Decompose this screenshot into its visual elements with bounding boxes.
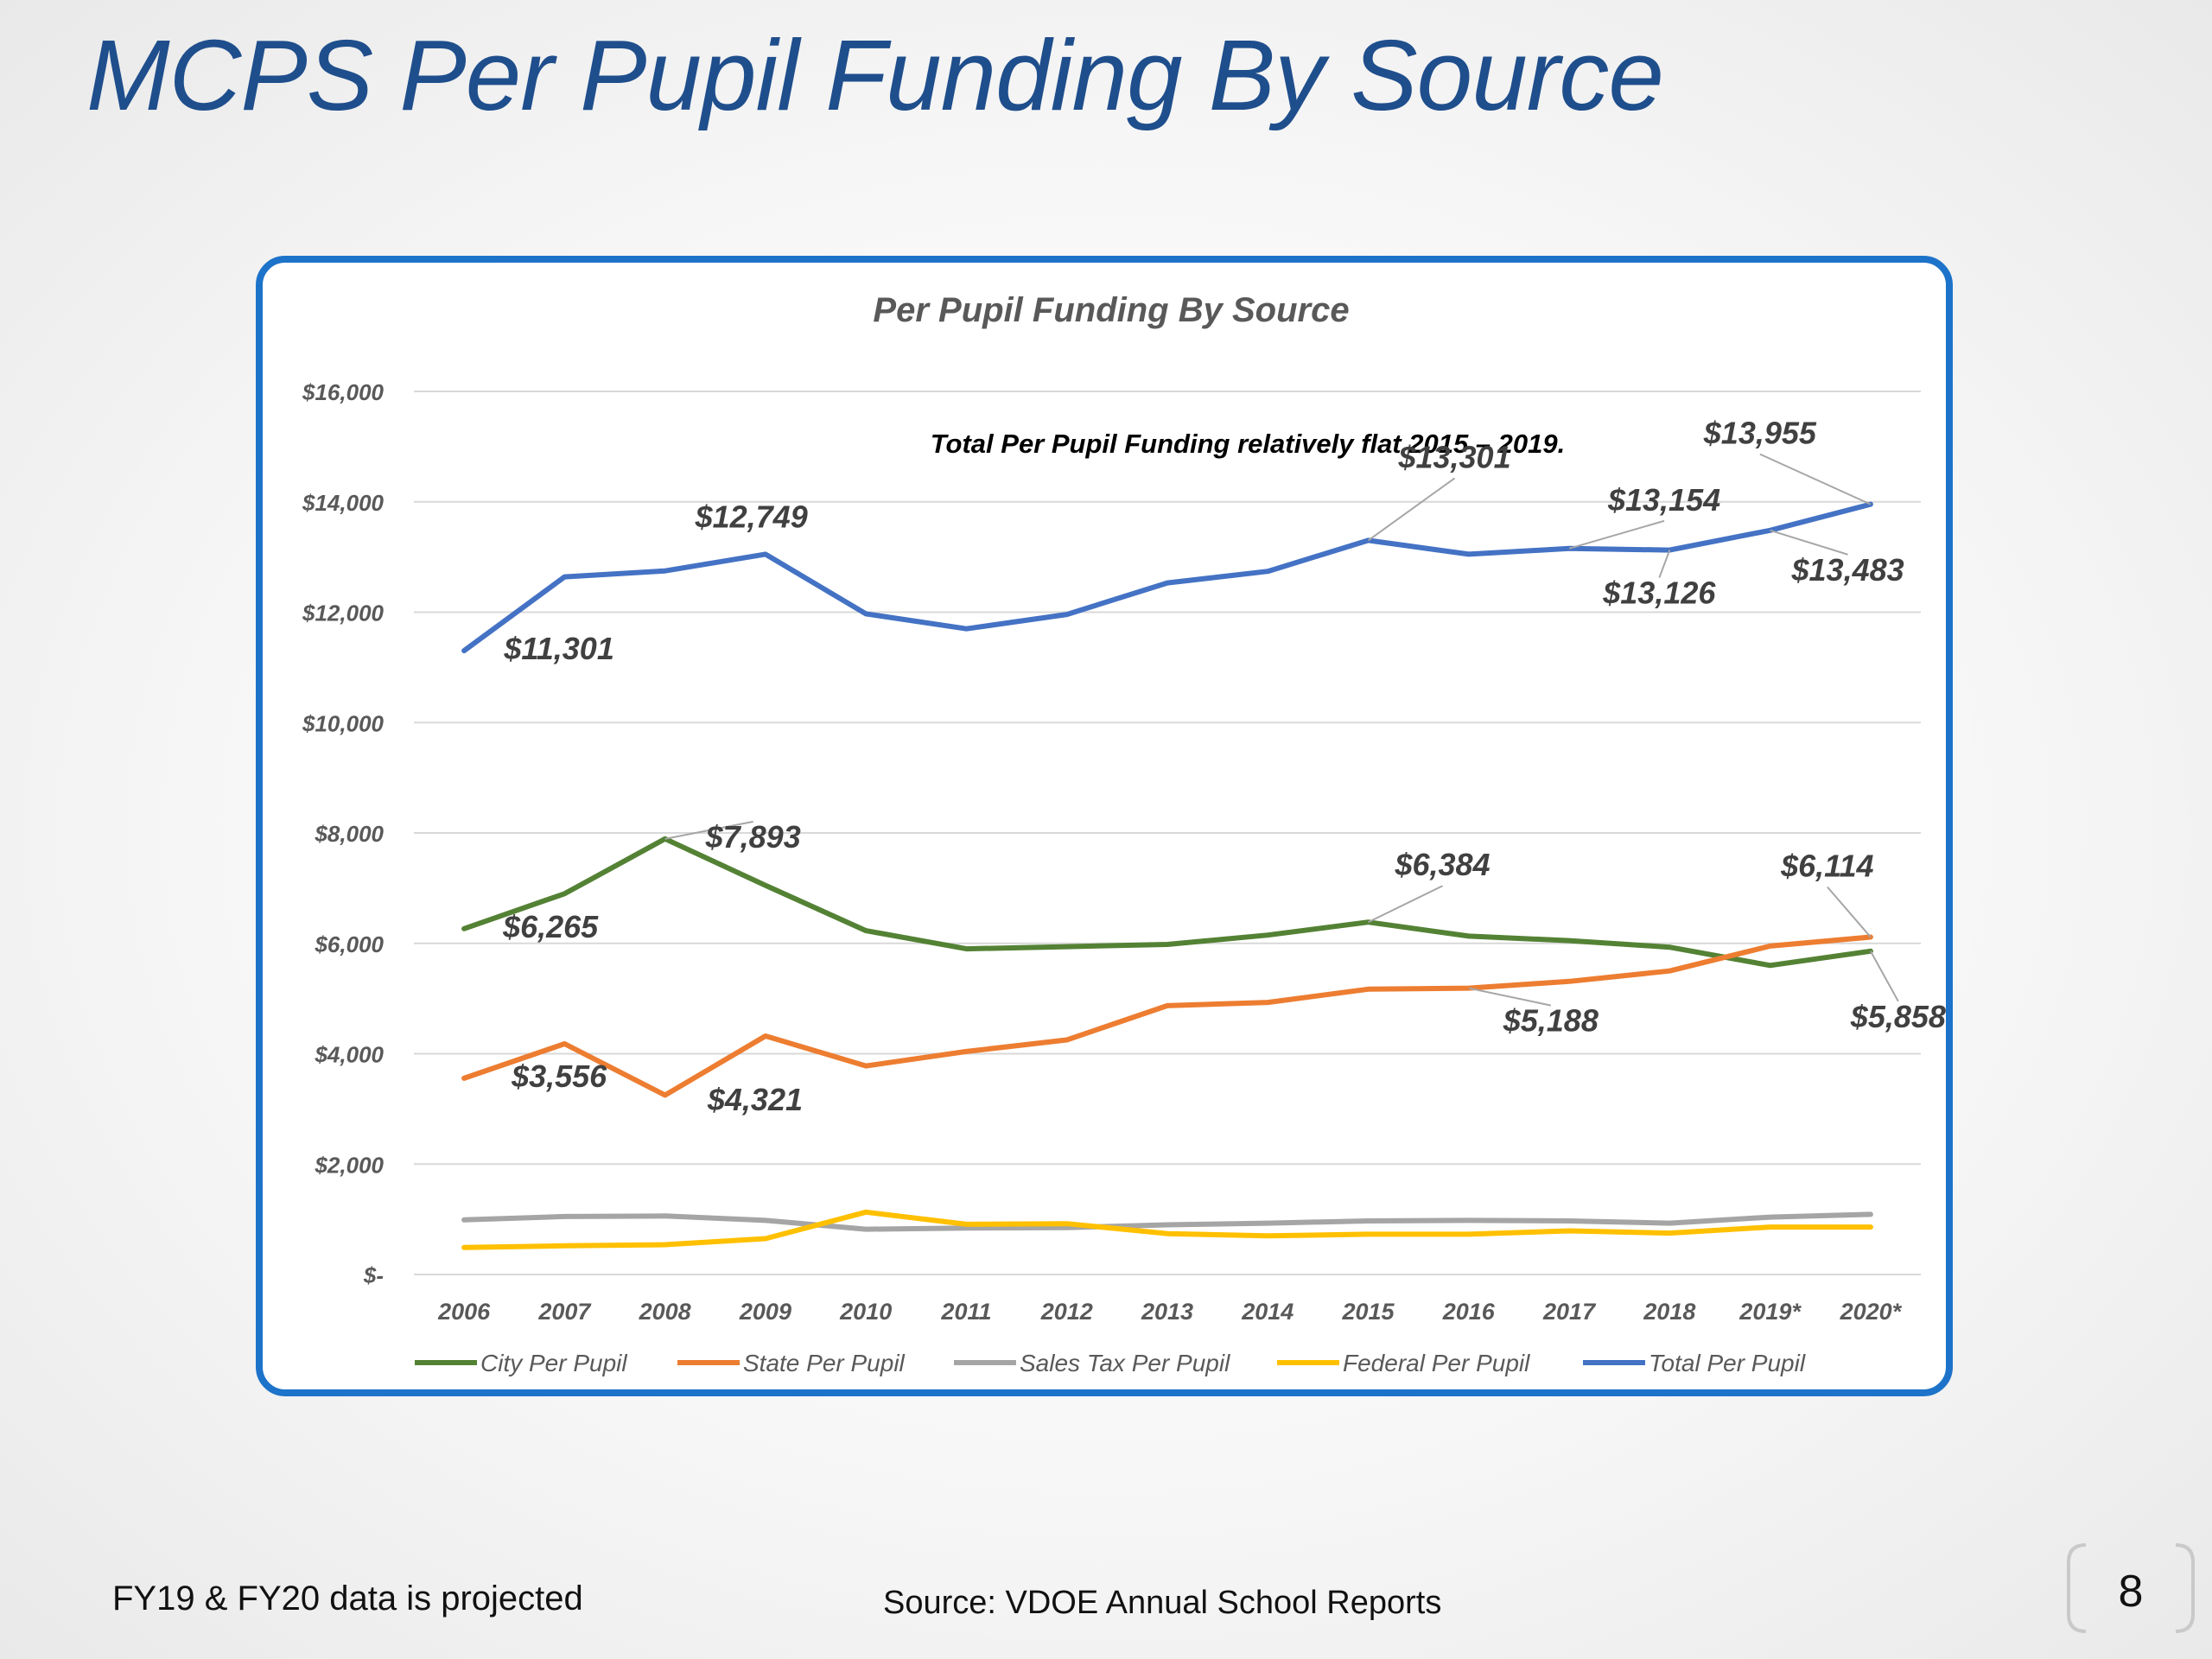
x-tick-label: 2016	[1442, 1299, 1496, 1325]
data-label: $6,265	[502, 909, 599, 944]
leader-line	[1368, 885, 1443, 924]
legend-label: State Per Pupil	[743, 1350, 906, 1376]
y-tick-label: $12,000	[302, 601, 385, 626]
data-labels: $11,301 $12,749 $13,301 $13,154 $13,126 $13,4…	[502, 416, 1946, 1117]
data-label: $11,301	[503, 631, 613, 666]
x-tick-label: 2006	[437, 1299, 491, 1325]
y-tick-label: $4,000	[314, 1042, 384, 1068]
x-tick-label: 2012	[1040, 1299, 1093, 1325]
chart-title: Per Pupil Funding By Source	[873, 291, 1349, 329]
leader-line	[1770, 529, 1848, 556]
y-tick-label: $10,000	[302, 710, 385, 736]
y-tick-label: $2,000	[314, 1152, 384, 1178]
x-tick-label: 2010	[839, 1299, 892, 1325]
data-label: $13,483	[1791, 552, 1904, 588]
leader-line	[1568, 519, 1665, 550]
leader-line	[1468, 987, 1552, 1007]
x-tick-label: 2011	[940, 1299, 991, 1325]
legend-label: Federal Per Pupil	[1343, 1350, 1530, 1376]
x-tick-label: 2007	[537, 1299, 592, 1325]
legend-label: Sales Tax Per Pupil	[1020, 1350, 1230, 1376]
data-label: $13,154	[1607, 482, 1720, 518]
source-note: Source: VDOE Annual School Reports	[883, 1585, 1442, 1621]
axis-labels: $- $2,000 $4,000 $6,000 $8,000 $10,000 $12,000…	[302, 379, 1903, 1325]
y-tick-label: $8,000	[314, 821, 384, 847]
leader-line	[1759, 453, 1872, 505]
series-line-0	[461, 836, 1873, 969]
data-label: $6,114	[1780, 848, 1873, 883]
leader-line	[1869, 950, 1899, 1002]
data-label: $12,749	[695, 499, 808, 535]
x-tick-label: 2008	[639, 1299, 691, 1325]
data-label: $6,384	[1394, 847, 1490, 882]
data-label: $13,955	[1703, 416, 1817, 451]
legend-label: City Per Pupil	[480, 1350, 627, 1376]
chart-annotation: Total Per Pupil Funding relatively flat …	[931, 429, 1566, 459]
leader-line	[664, 820, 753, 840]
page-number-bracket	[2067, 1543, 2195, 1633]
x-tick-label: 2013	[1141, 1299, 1193, 1325]
series-line-1	[461, 934, 1873, 1098]
series-line-2	[461, 1211, 1873, 1232]
x-tick-label: 2018	[1643, 1299, 1695, 1325]
data-label: $13,301	[1397, 439, 1510, 474]
leader-line	[1827, 886, 1872, 938]
legend: City Per Pupil State Per Pupil Sales Tax P…	[415, 1350, 1806, 1376]
line-chart: Per Pupil Funding By Source Total Per Pu…	[302, 291, 1946, 1376]
chart-frame: Per Pupil Funding By Source Total Per Pu…	[256, 256, 1953, 1396]
series-lines	[461, 501, 1873, 1250]
series-line-4	[461, 501, 1873, 654]
projection-footnote: FY19 & FY20 data is projected	[112, 1580, 583, 1618]
x-tick-label: 2014	[1241, 1299, 1294, 1325]
x-tick-label: 2019*	[1738, 1299, 1802, 1325]
x-tick-label: 2020*	[1840, 1299, 1903, 1325]
y-tick-label: $14,000	[302, 490, 385, 516]
y-tick-label: $16,000	[302, 379, 385, 405]
data-label: $4,321	[707, 1082, 803, 1117]
x-tick-label: 2009	[739, 1299, 791, 1325]
data-label: $13,126	[1602, 575, 1716, 611]
leader-line	[1367, 477, 1456, 542]
legend-label: Total Per Pupil	[1649, 1350, 1806, 1376]
page-number: 8	[2118, 1567, 2144, 1617]
y-tick-label: $-	[363, 1262, 384, 1288]
data-label: $3,556	[511, 1058, 607, 1094]
series-line-3	[461, 1209, 1873, 1250]
x-tick-label: 2015	[1341, 1299, 1395, 1325]
x-tick-label: 2017	[1542, 1299, 1597, 1325]
gridlines	[414, 391, 1921, 1275]
data-label: $5,188	[1503, 1003, 1599, 1039]
leader-line	[1658, 550, 1671, 578]
data-label: $5,858	[1850, 999, 1946, 1034]
slide-title: MCPS Per Pupil Funding By Source	[86, 19, 1664, 131]
data-label: $7,893	[705, 819, 801, 855]
y-tick-label: $6,000	[314, 931, 384, 957]
